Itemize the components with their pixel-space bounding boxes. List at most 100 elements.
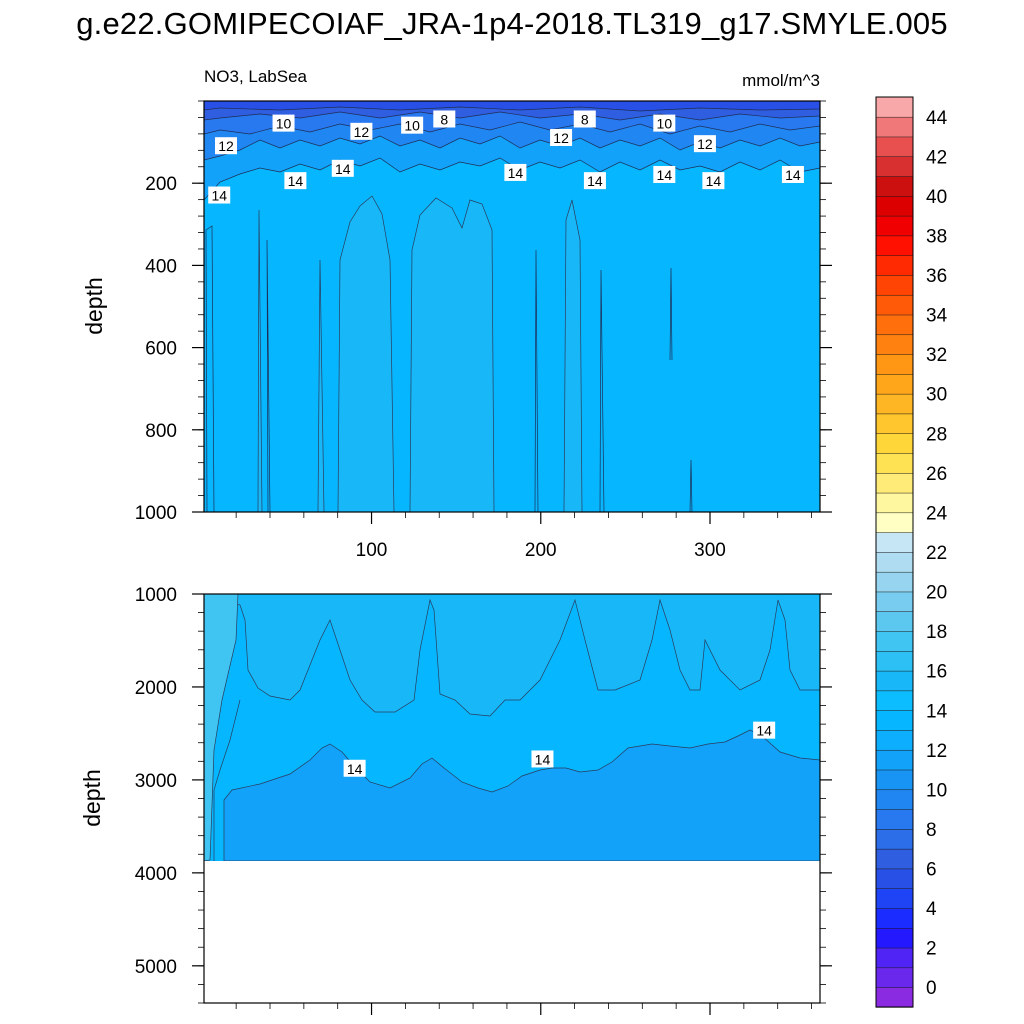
- colorbar-swatch: [875, 967, 914, 988]
- colorbar-label: 14: [926, 701, 948, 722]
- colorbar-label: 12: [926, 741, 947, 762]
- contour-label-box: [215, 137, 237, 155]
- contour-label-text: 12: [697, 136, 713, 152]
- y-tick-label: 400: [145, 256, 177, 277]
- colorbar-swatch: [875, 96, 914, 118]
- contour-label-box: [331, 159, 354, 177]
- colorbar-swatch: [875, 136, 914, 157]
- bottom-panel-field: [204, 594, 820, 1003]
- contour-label: 14: [504, 163, 527, 181]
- contour-label: 14: [208, 186, 231, 204]
- y-tick-label: 4000: [135, 864, 177, 885]
- contour-label-box: [573, 110, 596, 128]
- colorbar-swatch: [875, 808, 914, 830]
- contour-label-box: [653, 165, 676, 183]
- x-tick-label: 100: [356, 540, 388, 561]
- top-panel-units: mmol/m^3: [742, 71, 820, 90]
- colorbar-swatch: [875, 472, 914, 494]
- top-panel-contour-15-region: [257, 195, 583, 512]
- colorbar-swatch: [875, 729, 914, 751]
- contour-label-text: 14: [535, 751, 551, 767]
- contour-label-box: [343, 759, 366, 777]
- contour-label-box: [693, 135, 716, 153]
- colorbar-label: 34: [926, 306, 948, 327]
- contour-label: 14: [702, 172, 725, 190]
- contour-label-text: 14: [657, 167, 673, 183]
- colorbar-swatch: [875, 789, 914, 810]
- colorbar-swatch: [875, 353, 914, 375]
- colorbar-label: 8: [926, 820, 937, 841]
- contour-label-text: 14: [756, 723, 772, 739]
- contour-label-box: [272, 114, 295, 132]
- contour-label-text: 14: [785, 167, 801, 183]
- colorbar-swatch: [875, 235, 914, 256]
- x-tick-label: 200: [525, 540, 557, 561]
- contour-label-box: [583, 172, 606, 190]
- colorbar: 0246810121416182022242628303234363840424…: [875, 96, 948, 1008]
- contour-label-text: 10: [276, 116, 292, 132]
- contour-label: 10: [401, 116, 424, 134]
- colorbar-swatch: [875, 393, 914, 415]
- contour-label-text: 10: [657, 116, 673, 132]
- contour-label-box: [550, 128, 573, 146]
- y-tick-label: 2000: [135, 678, 177, 699]
- colorbar-swatch: [875, 571, 914, 593]
- colorbar-swatch: [875, 274, 914, 296]
- contour-label: 12: [350, 122, 373, 140]
- colorbar-swatch: [875, 255, 914, 276]
- colorbar-swatch: [875, 413, 914, 434]
- colorbar-swatch: [875, 294, 914, 316]
- x-tick-label: 300: [694, 540, 726, 561]
- colorbar-swatch: [875, 195, 914, 217]
- contour-label: 14: [753, 721, 776, 739]
- colorbar-label: 20: [926, 583, 947, 604]
- colorbar-swatch: [875, 551, 914, 573]
- contour-label: 14: [331, 159, 354, 177]
- top-panel-variable-title: NO3, LabSea: [204, 67, 308, 86]
- contour-label: 8: [573, 110, 596, 128]
- colorbar-swatch: [875, 630, 914, 652]
- top-panel-axes: 200 400 600 800 1000 100 200 300: [135, 100, 832, 561]
- colorbar-swatch: [875, 749, 914, 771]
- top-panel-field: [204, 101, 820, 512]
- colorbar-swatch: [875, 175, 914, 197]
- colorbar-swatch: [875, 690, 914, 711]
- colorbar-label: 24: [926, 503, 948, 524]
- colorbar-swatch: [875, 986, 914, 1008]
- bottom-panel: 14 14 14 1000 2000 3000 4000 5000 depth: [79, 585, 832, 1015]
- colorbar-label: 26: [926, 464, 947, 485]
- colorbar-label: 4: [926, 899, 937, 920]
- colorbar-label: 16: [926, 662, 947, 683]
- contour-label-box: [504, 163, 527, 181]
- contour-label: 14: [653, 165, 676, 183]
- colorbar-swatch: [875, 116, 914, 138]
- colorbar-label: 2: [926, 939, 937, 960]
- contour-label-text: 14: [288, 173, 304, 189]
- contour-label-text: 14: [335, 161, 351, 177]
- y-tick-label: 5000: [135, 957, 177, 978]
- colorbar-swatch: [875, 848, 914, 870]
- contour-label-text: 12: [553, 130, 569, 146]
- colorbar-swatch: [875, 531, 914, 553]
- colorbar-swatch: [875, 868, 914, 889]
- contour-label-text: 8: [440, 111, 448, 127]
- colorbar-label: 44: [926, 108, 948, 129]
- contour-label: 10: [653, 114, 676, 132]
- colorbar-swatch: [875, 452, 914, 474]
- top-panel-ylabel: depth: [81, 277, 107, 335]
- colorbar-frame: [875, 96, 914, 1008]
- colorbar-swatch: [875, 156, 914, 177]
- contour-label: 12: [550, 128, 573, 146]
- colorbar-label: 32: [926, 345, 947, 366]
- figure-title: g.e22.GOMIPECOIAF_JRA-1p4-2018.TL319_g17…: [76, 6, 948, 41]
- contour-label-text: 14: [587, 173, 603, 189]
- contour-label-text: 10: [404, 118, 420, 134]
- colorbar-swatch: [875, 591, 914, 612]
- y-tick-label: 600: [145, 339, 177, 360]
- contour-label-text: 14: [508, 165, 524, 181]
- colorbar-swatch: [875, 670, 914, 692]
- colorbar-swatch: [875, 710, 914, 731]
- colorbar-label: 22: [926, 543, 947, 564]
- colorbar-swatch: [875, 650, 914, 672]
